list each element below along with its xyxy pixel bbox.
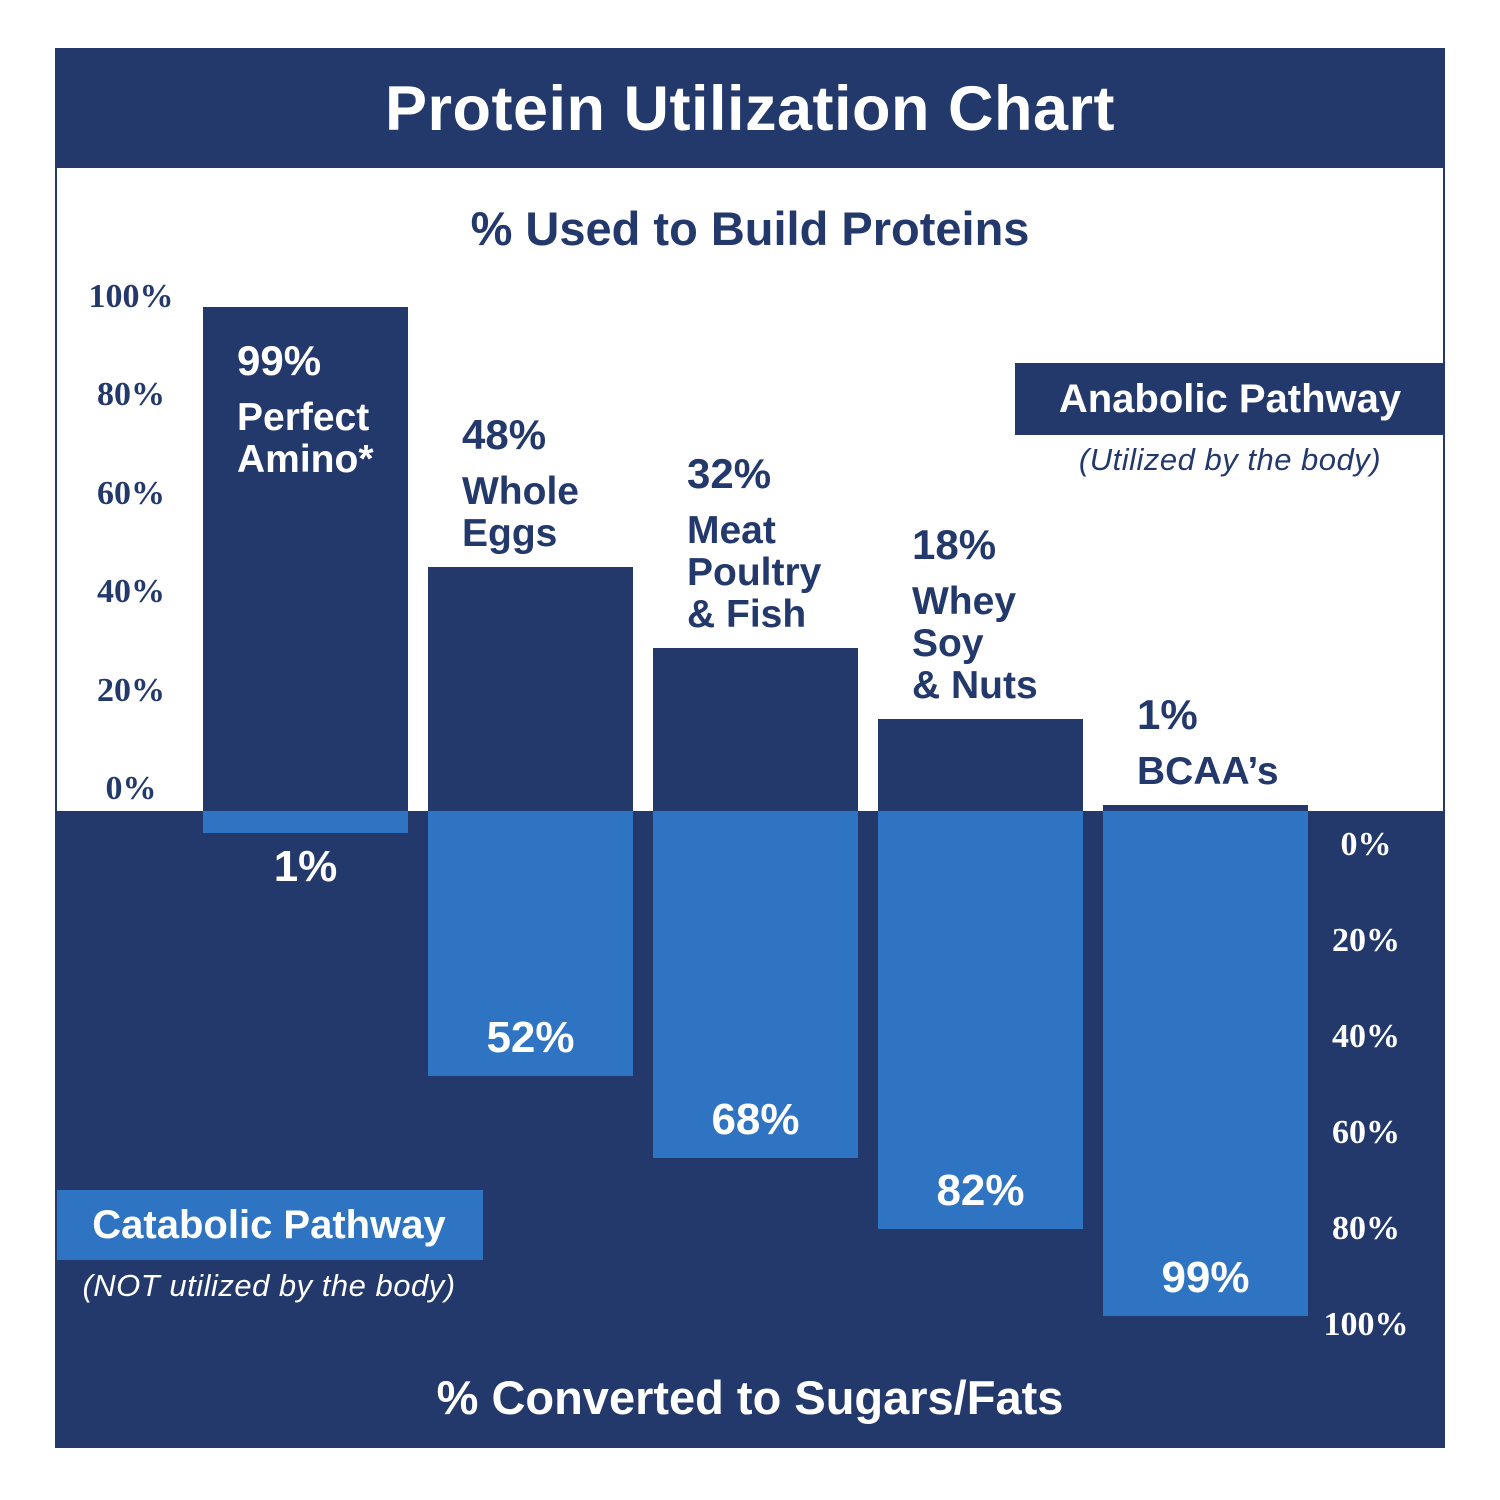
- bar-name-label: Whey Soy & Nuts: [912, 580, 1038, 707]
- anabolic-legend-label: Anabolic Pathway: [1058, 377, 1402, 421]
- catabolic-pct-label: 52%: [486, 1013, 575, 1062]
- catabolic-legend-label: Catabolic Pathway: [92, 1203, 446, 1247]
- bar-pct-label: 1%: [1137, 691, 1198, 738]
- right-axis-tick: 100%: [1323, 1306, 1409, 1343]
- left-axis-tick: 60%: [97, 474, 165, 512]
- top-axis-title: % Used to Build Proteins: [470, 202, 1030, 255]
- right-axis-tick: 20%: [1332, 922, 1400, 959]
- plot-layer: % Used to Build Proteins 100% 80% 60% 40% 20…: [55, 48, 1445, 1448]
- catabolic-legend-sublabel: (NOT utilized by the body): [82, 1268, 456, 1303]
- right-axis-tick: 60%: [1332, 1114, 1400, 1151]
- bar-top-label: 48% Whole Eggs: [462, 413, 579, 555]
- title-bar: Protein Utilization Chart: [55, 48, 1445, 168]
- anabolic-bar: [428, 567, 633, 811]
- anabolic-legend-box: Anabolic Pathway: [1015, 363, 1445, 435]
- chart-frame: Protein Utilization Chart % Used to Buil…: [55, 48, 1445, 1448]
- catabolic-bar: [653, 811, 858, 1158]
- bar-pct-label: 18%: [912, 521, 997, 568]
- bottom-axis-title: % Converted to Sugars/Fats: [436, 1371, 1064, 1424]
- bar-name-label: Meat Poultry & Fish: [687, 509, 822, 636]
- bar-pct-label: 48%: [462, 411, 547, 458]
- catabolic-pct-label: 82%: [936, 1166, 1025, 1215]
- bar-name-label: Perfect Amino*: [237, 396, 374, 481]
- catabolic-bar: [1103, 811, 1308, 1316]
- catabolic-pct-label: 68%: [711, 1095, 800, 1144]
- anabolic-bar: [203, 307, 408, 811]
- catabolic-pct-label: 99%: [1161, 1253, 1250, 1302]
- bar-top-label: 1% BCAA’s: [1137, 693, 1279, 793]
- anabolic-bar: [878, 719, 1083, 811]
- left-axis-tick: 20%: [97, 671, 165, 709]
- anabolic-legend-sublabel: (Utilized by the body): [1078, 442, 1382, 477]
- catabolic-pct-label: 1%: [273, 842, 338, 891]
- bar-pct-label: 32%: [687, 450, 772, 497]
- bar-name-label: Whole Eggs: [462, 470, 579, 555]
- bar-name-label: BCAA’s: [1137, 750, 1279, 793]
- bar-top-label: 32% Meat Poultry & Fish: [687, 452, 821, 636]
- bar-top-label: 99% Perfect Amino*: [237, 339, 374, 481]
- left-axis-tick: 100%: [88, 278, 174, 315]
- catabolic-bar: [878, 811, 1083, 1229]
- chart-title: Protein Utilization Chart: [384, 74, 1116, 144]
- catabolic-bar: [203, 811, 408, 833]
- left-axis-tick: 40%: [97, 573, 165, 611]
- anabolic-bar: [653, 648, 858, 811]
- left-axis-tick: 0%: [105, 770, 157, 807]
- left-axis-tick: 80%: [97, 376, 165, 414]
- right-axis-tick: 40%: [1332, 1018, 1400, 1055]
- catabolic-legend-box: Catabolic Pathway: [55, 1190, 483, 1260]
- bar-top-label: 18% Whey Soy & Nuts: [912, 523, 1038, 707]
- right-axis-tick: 80%: [1332, 1210, 1400, 1247]
- bar-pct-label: 99%: [237, 337, 322, 384]
- catabolic-bar: [428, 811, 633, 1076]
- right-axis-tick: 0%: [1340, 826, 1392, 863]
- anabolic-bar: [1103, 805, 1308, 811]
